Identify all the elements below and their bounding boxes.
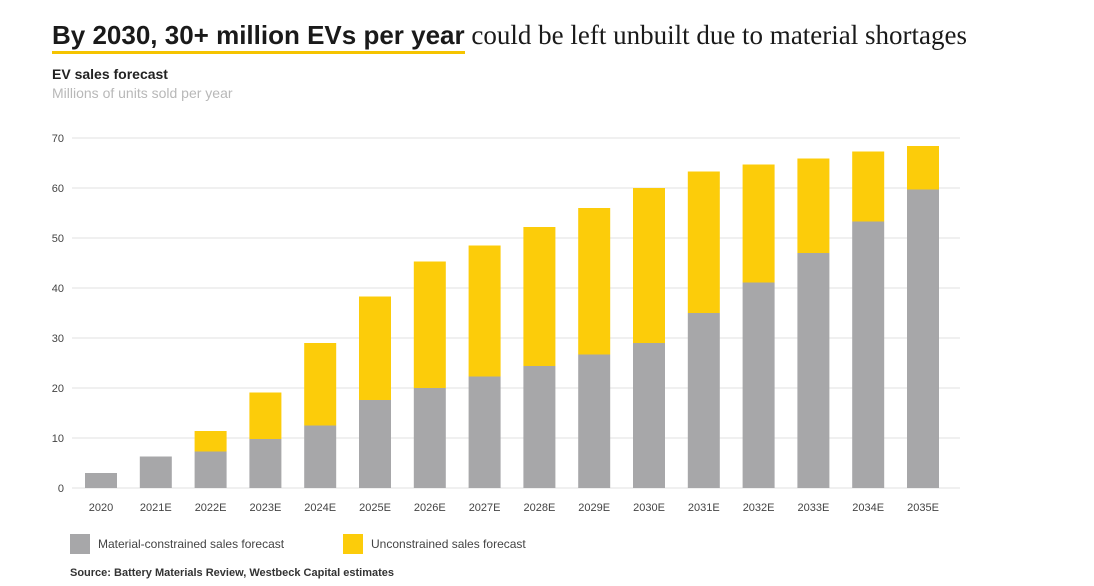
bar-constrained	[797, 253, 830, 488]
x-tick-label: 2034E	[852, 502, 884, 514]
legend-swatch-unconstrained	[343, 534, 363, 554]
legend-item-constrained: Material-constrained sales forecast	[70, 534, 284, 554]
x-tick-label: 2021E	[140, 502, 172, 514]
y-tick-label: 40	[52, 283, 64, 295]
bar-constrained	[304, 425, 337, 488]
bar-unconstrained	[742, 164, 775, 283]
x-tick-label: 2024E	[304, 502, 336, 514]
legend-swatch-constrained	[70, 534, 90, 554]
chart-title: EV sales forecast	[52, 66, 168, 82]
bar-unconstrained	[468, 245, 501, 377]
x-axis-ticks: 2020 2021E 2022E 2023E 2024E 2025E 2026E 2027E 2…	[89, 502, 939, 514]
bar-unconstrained	[633, 188, 665, 343]
y-tick-label: 10	[52, 433, 64, 445]
source-note: Source: Battery Materials Review, Westbe…	[70, 567, 395, 579]
x-tick-label: 2022E	[195, 502, 227, 514]
x-tick-label: 2025E	[359, 502, 391, 514]
bar-unconstrained	[852, 151, 885, 222]
x-tick-label: 2029E	[578, 502, 610, 514]
bar-constrained	[194, 451, 227, 488]
x-tick-label: 2023E	[249, 502, 281, 514]
x-tick-label: 2032E	[743, 502, 775, 514]
bar-unconstrained	[304, 343, 337, 426]
bar-unconstrained	[194, 431, 227, 452]
bar-constrained	[852, 221, 885, 488]
y-tick-label: 50	[52, 233, 64, 245]
bar-constrained	[468, 376, 501, 488]
bars	[85, 146, 939, 488]
bar-constrained	[907, 189, 939, 488]
bar-constrained	[578, 354, 611, 488]
headline-highlight: By 2030, 30+ million EVs per year	[52, 20, 465, 54]
y-tick-label: 60	[52, 183, 64, 195]
bar-unconstrained	[249, 392, 282, 439]
bar-unconstrained	[687, 171, 720, 313]
bar-constrained	[742, 282, 775, 488]
x-tick-label: 2027E	[469, 502, 501, 514]
bar-constrained	[633, 343, 665, 488]
headline-rest: could be left unbuilt due to material sh…	[464, 20, 967, 50]
y-tick-label: 30	[52, 333, 64, 345]
bar-unconstrained	[359, 296, 391, 400]
y-tick-label: 20	[52, 383, 64, 395]
bar-constrained	[359, 400, 391, 488]
bar-unconstrained	[413, 261, 446, 388]
bar-constrained	[139, 456, 172, 488]
legend-label-constrained: Material-constrained sales forecast	[98, 537, 285, 551]
bar-constrained	[523, 366, 556, 488]
bar-constrained	[413, 388, 446, 488]
bar-unconstrained	[907, 146, 939, 190]
legend-item-unconstrained: Unconstrained sales forecast	[343, 534, 526, 554]
bar-unconstrained	[578, 208, 611, 355]
headline: By 2030, 30+ million EVs per year could …	[52, 18, 967, 54]
x-tick-label: 2030E	[633, 502, 665, 514]
x-tick-label: 2020	[89, 502, 113, 514]
bar-constrained	[85, 473, 117, 488]
bar-unconstrained	[523, 227, 556, 366]
x-tick-label: 2028E	[523, 502, 555, 514]
legend-label-unconstrained: Unconstrained sales forecast	[371, 537, 526, 551]
stacked-bar-chart: 0 10 20 30 40 50 60 70 2020 2021E 2022E 2023E 2024E…	[52, 133, 960, 514]
x-tick-label: 2031E	[688, 502, 720, 514]
bar-unconstrained	[797, 158, 830, 253]
bar-constrained	[687, 313, 720, 488]
x-tick-label: 2026E	[414, 502, 446, 514]
y-axis-ticks: 0 10 20 30 40 50 60 70	[52, 133, 64, 495]
y-tick-label: 70	[52, 133, 64, 145]
chart-subtitle: Millions of units sold per year	[52, 85, 233, 101]
y-tick-label: 0	[58, 483, 64, 495]
bar-constrained	[249, 439, 282, 488]
x-tick-label: 2033E	[797, 502, 829, 514]
x-tick-label: 2035E	[907, 502, 939, 514]
